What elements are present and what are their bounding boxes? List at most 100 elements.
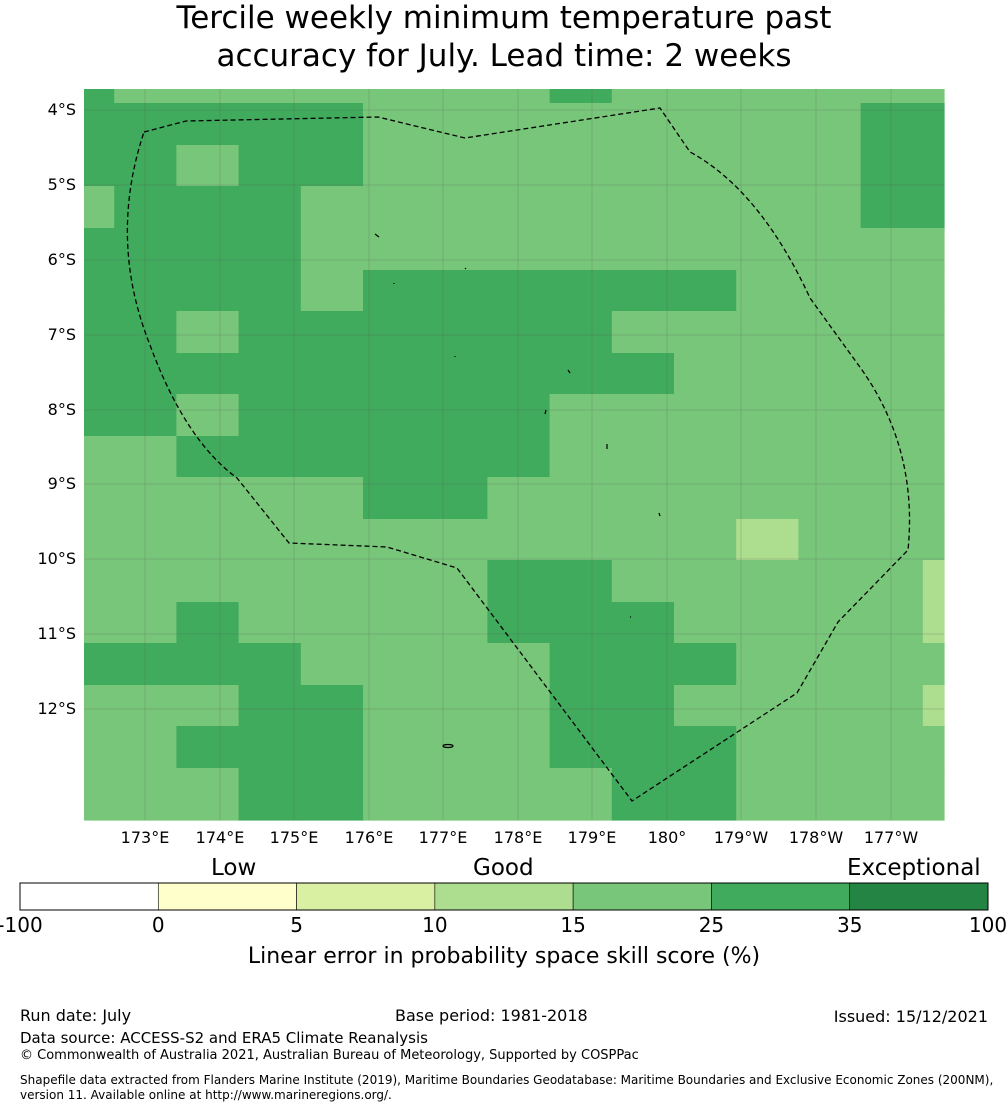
grid-cell <box>84 726 115 769</box>
grid-cell <box>549 602 613 644</box>
grid-cell <box>549 643 613 686</box>
grid-cell <box>300 186 364 229</box>
grid-cell <box>611 145 675 187</box>
grid-cell <box>674 353 737 395</box>
colorbar-segment <box>296 882 436 911</box>
grid-cell <box>860 89 924 104</box>
grid-cell <box>425 103 488 146</box>
grid-cell <box>84 103 115 146</box>
grid-cell <box>798 270 862 312</box>
colorbar-segment <box>19 882 159 911</box>
grid-cell <box>922 186 945 229</box>
grid-cell <box>300 270 364 312</box>
grid-cell <box>736 89 799 104</box>
grid-cell <box>549 103 613 146</box>
grid-cell <box>860 353 924 395</box>
grid-cell <box>736 643 799 686</box>
grid-cell <box>84 477 115 520</box>
grid-cell <box>487 270 551 312</box>
grid-cell <box>922 89 945 104</box>
lon-label: 179°E <box>567 828 617 847</box>
lat-label: 4°S <box>47 100 76 119</box>
grid-cell <box>549 311 613 354</box>
island-mark <box>658 512 661 517</box>
grid-cell <box>487 228 551 271</box>
grid-cell <box>487 145 551 187</box>
grid-cell <box>176 602 240 644</box>
issued-date: Issued: 15/12/2021 <box>833 1007 988 1026</box>
run-date: Run date: July <box>20 1006 132 1025</box>
grid-cell <box>300 726 364 769</box>
grid-cell <box>487 685 551 727</box>
grid-cell <box>736 519 799 561</box>
grid-cell <box>300 89 364 104</box>
grid-cell <box>674 394 737 437</box>
grid-cell <box>176 477 240 520</box>
grid-cell <box>922 643 945 686</box>
grid-cell <box>611 477 675 520</box>
grid-cell <box>176 768 240 821</box>
grid-cell <box>114 89 177 104</box>
grid-cell <box>425 145 488 187</box>
grid-cell <box>363 685 426 727</box>
base-period: Base period: 1981-2018 <box>395 1006 588 1025</box>
grid-cell <box>736 436 799 478</box>
grid-cell <box>363 768 426 821</box>
grid-cell <box>736 311 799 354</box>
lon-label: 177°E <box>418 828 468 847</box>
grid-cell <box>611 89 675 104</box>
grid-cell <box>922 685 945 727</box>
grid-cell <box>84 643 115 686</box>
grid-cell <box>611 311 675 354</box>
grid-cell <box>114 602 177 644</box>
lon-label: 173°E <box>120 828 170 847</box>
grid-cell <box>736 186 799 229</box>
grid-cell <box>425 270 488 312</box>
grid-cell <box>549 436 613 478</box>
grid-cell <box>84 602 115 644</box>
grid-cell <box>611 103 675 146</box>
lon-label: 175°E <box>269 828 319 847</box>
grid-cell <box>549 394 613 437</box>
grid-cell <box>922 394 945 437</box>
grid-cell <box>300 311 364 354</box>
grid-cell <box>674 643 737 686</box>
grid-cell <box>487 353 551 395</box>
lat-label: 10°S <box>37 549 76 568</box>
grid-cell <box>798 726 862 769</box>
grid-cell <box>860 103 924 146</box>
grid-cell <box>176 89 240 104</box>
graticule <box>84 89 944 820</box>
grid-cell <box>363 103 426 146</box>
colorbar-tick-label: 100 <box>968 913 1008 937</box>
lon-label: 177°W <box>863 828 919 847</box>
grid-cell <box>238 270 302 312</box>
grid-cell <box>674 89 737 104</box>
grid-cell <box>114 519 177 561</box>
grid-cell <box>922 270 945 312</box>
grid-cell <box>798 685 862 727</box>
grid-cell <box>860 228 924 271</box>
grid-cell <box>798 145 862 187</box>
colorbar-segment <box>434 882 574 911</box>
grid-cell <box>300 228 364 271</box>
grid-cell <box>425 89 488 104</box>
grid-cell <box>674 186 737 229</box>
grid-cell <box>736 353 799 395</box>
lat-label: 6°S <box>47 250 76 269</box>
grid-cell <box>425 477 488 520</box>
grid-cell <box>84 394 115 437</box>
grid-cell <box>674 145 737 187</box>
island-mark <box>442 743 454 749</box>
grid-cell <box>674 685 737 727</box>
grid-cell <box>238 353 302 395</box>
grid-cell <box>798 436 862 478</box>
grid-cell <box>736 270 799 312</box>
grid-cell <box>487 436 551 478</box>
grid-cell <box>114 768 177 821</box>
grid-cell <box>84 436 115 478</box>
grid-cell <box>114 436 177 478</box>
grid-cell <box>176 726 240 769</box>
grid-cell <box>300 519 364 561</box>
lat-label: 12°S <box>37 699 76 718</box>
